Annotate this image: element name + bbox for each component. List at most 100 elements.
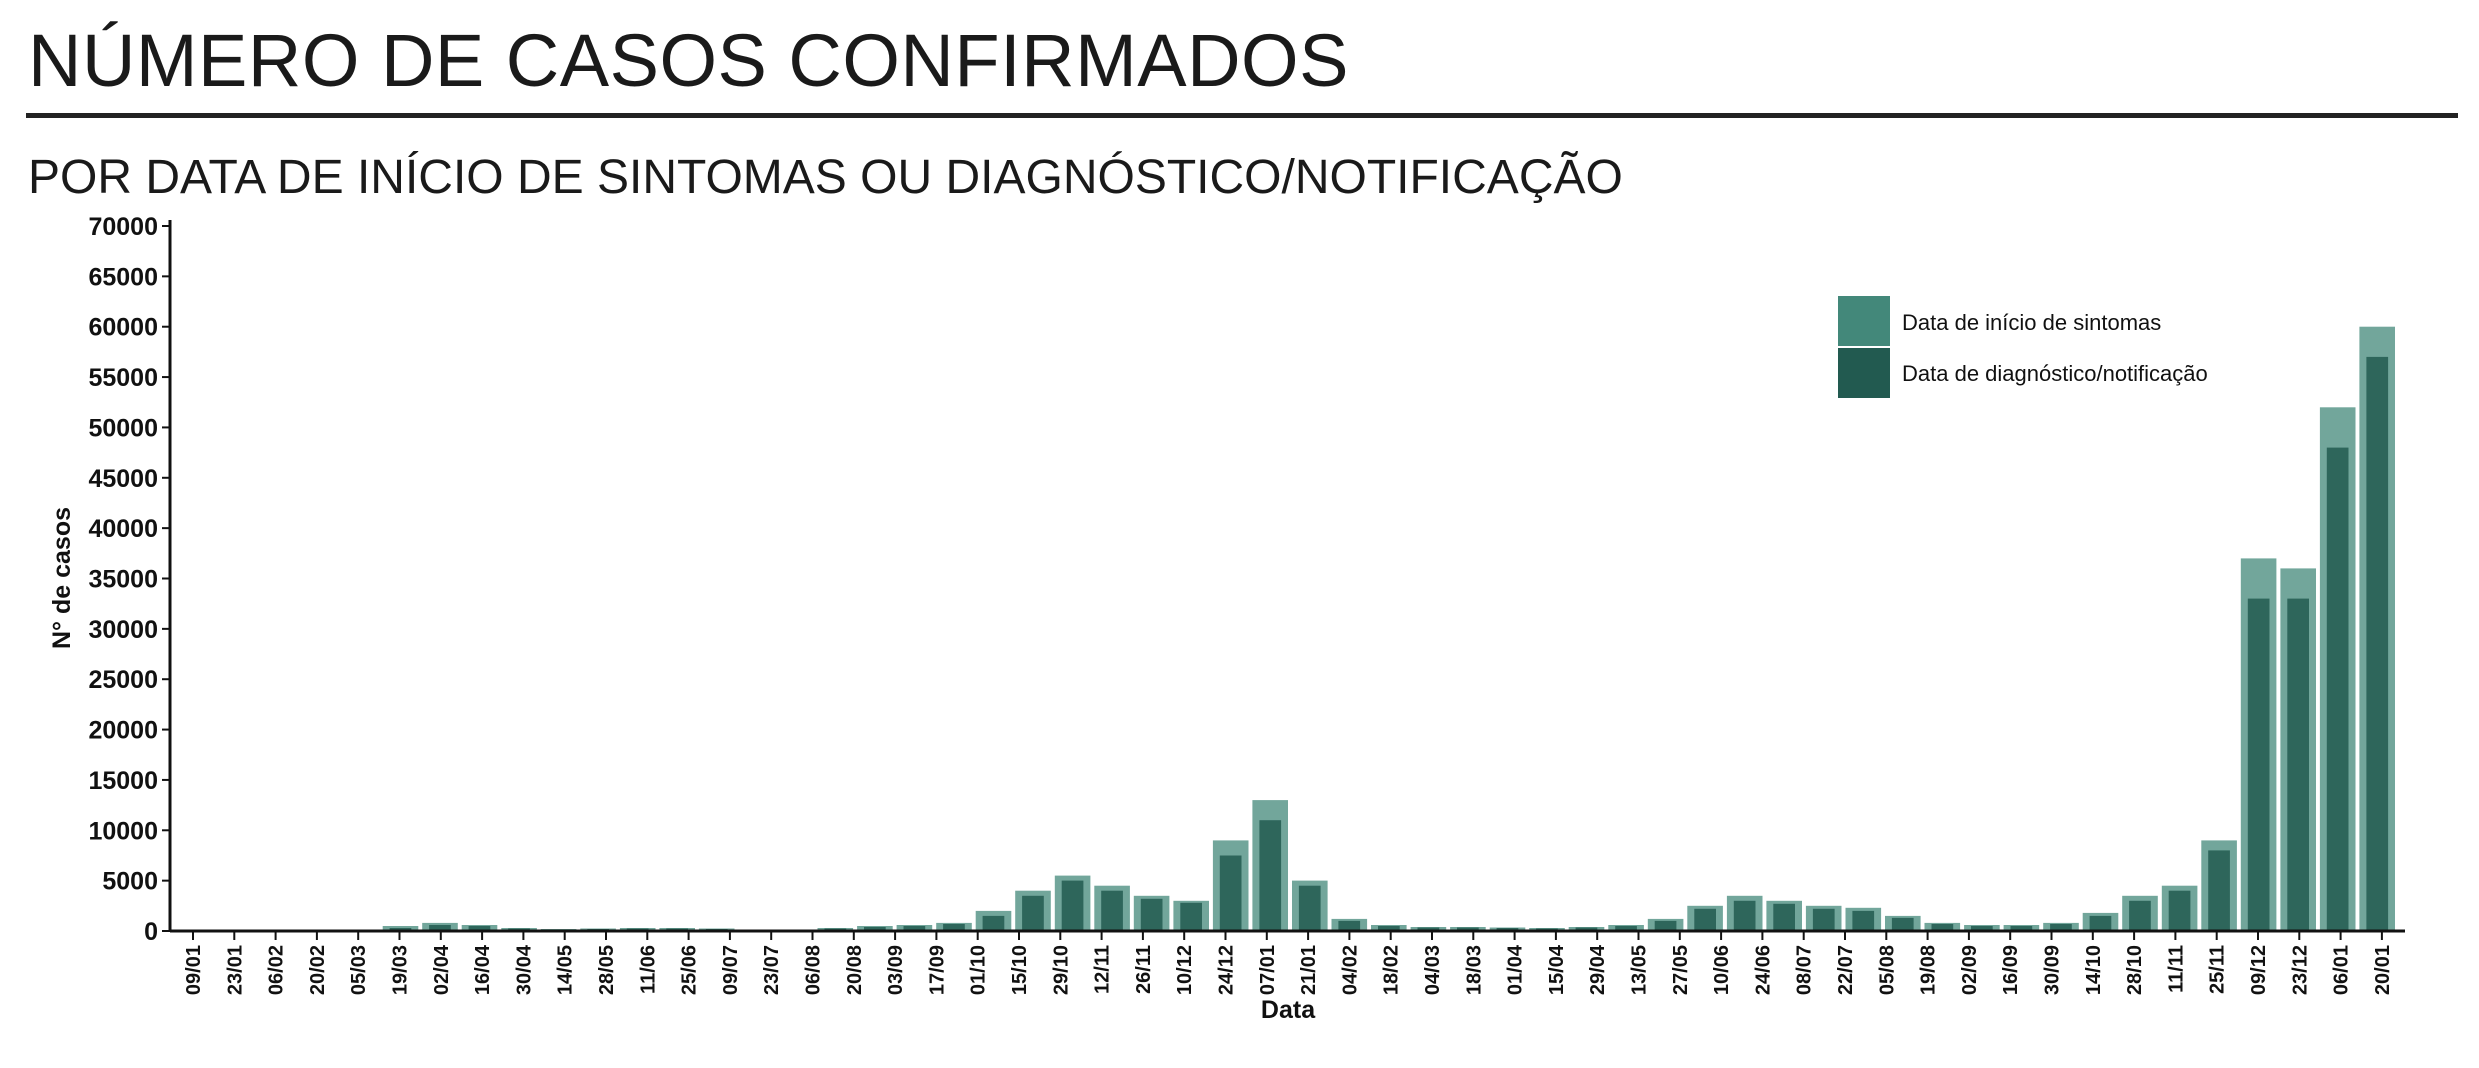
y-tick-label: 60000 [88,314,158,342]
x-tick-label: 19/08 [1918,945,1940,995]
bar-diagnostico [982,915,1005,931]
bar-diagnostico [1457,927,1479,931]
bar-diagnostico [1061,880,1084,931]
bar-diagnostico [1219,855,1242,931]
bar-diagnostico [903,926,926,931]
x-tick-label: 29/04 [1587,944,1609,995]
x-tick-label: 21/01 [1298,945,1320,995]
title-divider [26,113,2458,118]
x-tick-label: 30/04 [513,944,535,995]
x-tick-label: 09/01 [183,945,205,995]
bar-diagnostico [1931,924,1954,931]
bar-diagnostico [1733,900,1756,931]
y-tick-label: 45000 [88,465,158,493]
y-tick-label: 55000 [88,364,158,392]
bar-diagnostico [1694,908,1716,931]
y-tick-label: 0 [144,918,158,946]
bar-diagnostico [2287,598,2309,931]
y-tick-label: 10000 [88,817,158,845]
x-tick-label: 11/06 [637,945,659,994]
bar-diagnostico [1615,926,1637,931]
x-tick-label: 14/10 [2083,945,2105,995]
bars-group [382,326,2395,932]
x-tick-label: 04/03 [1422,945,1444,995]
x-tick-label: 04/02 [1339,945,1361,995]
x-tick-label: 14/05 [555,945,577,995]
x-tick-label: 19/03 [390,945,412,995]
x-tick-label: 09/07 [720,945,742,995]
x-tick-label: 20/01 [2372,945,2394,995]
bar-diagnostico [2326,447,2349,931]
x-axis-label: Data [1261,996,1316,1024]
page-subtitle: POR DATA DE INÍCIO DE SINTOMAS OU DIAGNÓ… [28,151,1623,204]
bar-diagnostico [943,924,965,931]
x-tick-label: 06/08 [803,945,825,995]
x-tick-label: 23/12 [2289,945,2311,995]
x-tick-label: 25/11 [2207,945,2229,994]
bar-diagnostico [1654,920,1677,931]
x-tick-label: 05/08 [1876,945,1898,995]
bar-diagnostico [2089,915,2112,931]
bar-diagnostico [1298,885,1321,931]
page-title: NÚMERO DE CASOS CONFIRMADOS [28,19,1349,102]
x-tick-label: 24/06 [1752,945,1774,995]
x-tick-label: 11/11 [2165,945,2187,993]
x-tick-label: 05/03 [348,945,370,995]
legend: Data de início de sintomas Data de diagn… [1838,296,2208,398]
bar-diagnostico [1812,908,1835,931]
y-axis-label: N° de casos [48,507,76,649]
x-axis-ticks: 09/01 23/01 06/02 20/02 05/03 19/03 02/04 16/04… [183,931,2394,995]
x-tick-label: 24/12 [1216,945,1238,995]
bar-diagnostico [1891,917,1914,931]
y-tick-label: 25000 [88,666,158,694]
x-tick-label: 03/09 [885,945,907,995]
x-tick-label: 02/09 [1959,945,1981,995]
bar-diagnostico [468,926,491,931]
y-tick-label: 50000 [88,414,158,442]
bar-diagnostico [1417,927,1440,931]
x-tick-label: 27/05 [1670,945,1692,995]
legend-label-sintomas: Data de início de sintomas [1902,310,2161,335]
y-tick-label: 65000 [88,263,158,291]
bar-diagnostico [1101,890,1123,931]
x-tick-label: 30/09 [2042,945,2064,995]
x-tick-label: 16/04 [472,944,494,995]
bar-diagnostico [864,927,886,931]
legend-swatch-sintomas [1838,296,1890,346]
bar-diagnostico [1378,926,1400,931]
x-tick-label: 20/02 [307,945,329,995]
y-tick-label: 30000 [88,616,158,644]
x-tick-label: 10/12 [1174,945,1196,995]
x-tick-label: 09/12 [2248,945,2270,995]
x-tick-label: 02/04 [431,944,453,995]
bar-diagnostico [1022,895,1044,932]
x-tick-label: 06/02 [266,945,288,995]
y-tick-label: 15000 [88,767,158,795]
x-tick-label: 17/09 [926,945,948,995]
bar-diagnostico [1180,902,1202,931]
x-tick-label: 23/01 [224,945,246,995]
bar-diagnostico [1140,898,1163,931]
x-tick-label: 28/10 [2124,945,2146,995]
y-tick-label: 20000 [88,717,158,745]
bar-diagnostico [1852,910,1875,931]
y-tick-label: 40000 [88,515,158,543]
x-tick-label: 12/11 [1092,945,1114,994]
bar-diagnostico [1575,927,1598,931]
bar-diagnostico [2247,598,2270,931]
bar-diagnostico [2366,356,2389,931]
x-tick-label: 15/04 [1546,944,1568,995]
x-tick-label: 13/05 [1629,945,1651,995]
bar-diagnostico [1338,920,1361,931]
y-tick-label: 35000 [88,566,158,594]
x-tick-label: 10/06 [1711,945,1733,995]
bar-diagnostico [2129,900,2151,931]
x-tick-label: 06/01 [2331,945,2353,995]
x-tick-label: 26/11 [1133,945,1155,994]
bar-diagnostico [2168,890,2191,931]
bar-diagnostico [2208,850,2230,931]
y-tick-label: 70000 [88,213,158,241]
x-tick-label: 23/07 [761,945,783,995]
bar-diagnostico [1259,820,1282,931]
